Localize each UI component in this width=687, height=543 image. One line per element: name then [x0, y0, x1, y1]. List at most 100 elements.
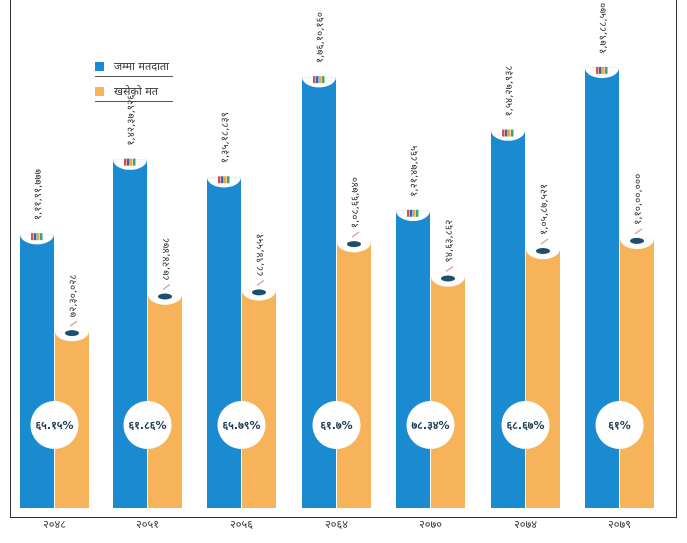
- bar-top-notch: [526, 248, 560, 260]
- voters-icon: [505, 129, 508, 137]
- ballot-box-icon: [158, 293, 172, 300]
- voters-icon: [410, 209, 413, 217]
- bar-votes-cast: [337, 242, 371, 509]
- bar-top-notch: [242, 290, 276, 301]
- year-tick-label: २०७०: [419, 518, 442, 531]
- voters-icon: [227, 176, 230, 184]
- voters-icon: [508, 129, 511, 137]
- voters-icon: [133, 158, 136, 166]
- bar-top-notch: [431, 276, 465, 287]
- ballot-paper-icon: [351, 231, 360, 238]
- voters-icon: [502, 129, 505, 137]
- ballot-paper-icon: [445, 265, 454, 272]
- value-label-votes-cast: ७२,३०,०२८: [68, 274, 79, 317]
- bar-votes-cast: [242, 290, 276, 508]
- voters-icon: [322, 76, 325, 84]
- voters-icon: [218, 176, 221, 184]
- voters-icon: [221, 176, 224, 184]
- legend-label-total-voters: जम्मा मतदाता: [114, 59, 170, 73]
- year-tick-label: २०६४: [325, 518, 348, 531]
- value-label-votes-cast: ८७,२४,४७८: [161, 238, 172, 281]
- ballot-paper-icon: [162, 284, 171, 291]
- value-label-total-voters: १,७९,८८,५७०: [598, 3, 609, 54]
- percent-label: ६५.१५%: [35, 419, 73, 432]
- voters-icon: [313, 76, 316, 84]
- value-label-total-voters: १,२१,४७,८६५: [409, 146, 420, 197]
- value-label-votes-cast: १,१०,००,०००: [633, 174, 644, 225]
- voters-icon: [40, 233, 43, 241]
- ballot-paper-icon: [634, 228, 643, 235]
- percent-badge: [501, 401, 550, 449]
- voters-icon: [34, 233, 37, 241]
- value-label-votes-cast: १,०८,६६,७४०: [350, 177, 361, 228]
- value-label-total-voters: १,३५,१८,८३९: [220, 112, 231, 163]
- voters-icon: [416, 209, 419, 217]
- bar-votes-cast: [620, 238, 654, 508]
- percent-label: ६१.७%: [320, 419, 352, 432]
- value-label-total-voters: १,५४,२७,९३८: [504, 65, 515, 116]
- year-tick-label: २०७४: [514, 518, 537, 531]
- bar-top-notch: [55, 331, 89, 342]
- bar-total-voters: [491, 130, 525, 508]
- percent-label: ६१%: [608, 419, 630, 432]
- voters-icon: [130, 158, 133, 166]
- legend-item-votes-cast: खसेको मत: [95, 81, 174, 102]
- ballot-box-icon: [441, 275, 455, 282]
- legend-swatch-orange: [95, 86, 104, 96]
- voters-icon: [124, 158, 127, 166]
- year-tick-label: २०५६: [230, 518, 253, 531]
- voters-icon: [511, 129, 514, 137]
- ballot-paper-icon: [540, 238, 549, 245]
- legend-swatch-blue: [95, 61, 104, 71]
- percent-badge: [406, 401, 455, 449]
- bar-top-notch: [620, 238, 654, 250]
- voters-icon: [599, 66, 602, 74]
- ballot-box-icon: [536, 247, 550, 254]
- year-tick-label: २०४८: [43, 518, 66, 531]
- chart-frame: [10, 0, 677, 518]
- value-label-votes-cast: १,०५,८७,५२१: [539, 184, 550, 235]
- ballot-paper-icon: [69, 320, 78, 327]
- ballot-box-icon: [65, 330, 79, 337]
- voters-icon: [31, 233, 34, 241]
- legend-item-total-voters: जम्मा मतदाता: [95, 56, 174, 77]
- bar-top-notch: [337, 242, 371, 253]
- year-tick-label: २०७९: [608, 518, 631, 531]
- percent-label: ७८.३४%: [411, 419, 449, 432]
- bar-votes-cast: [431, 276, 465, 508]
- voters-icon: [413, 209, 416, 217]
- percent-badge: [123, 401, 172, 449]
- percent-badge: [217, 401, 266, 449]
- percent-label: ६५.७९%: [222, 419, 260, 432]
- bar-total-voters: [207, 177, 241, 508]
- percent-badge: [595, 401, 644, 449]
- ballot-box-icon: [630, 237, 644, 244]
- voters-icon: [596, 66, 599, 74]
- voters-icon: [605, 66, 608, 74]
- voters-icon: [127, 158, 130, 166]
- bar-total-voters: [20, 234, 54, 508]
- ballot-box-icon: [347, 241, 361, 248]
- bar-total-voters: [113, 159, 147, 508]
- percent-badge: [30, 401, 79, 449]
- ballot-box-icon: [252, 289, 266, 296]
- voters-icon: [407, 209, 410, 217]
- value-label-votes-cast: ९४,६३,८६२: [444, 220, 455, 263]
- bar-total-voters: [396, 210, 430, 508]
- bar-votes-cast: [148, 294, 182, 508]
- value-label-total-voters: १,७६,१०,१६०: [315, 12, 326, 63]
- voters-icon: [224, 176, 227, 184]
- voters-icon: [319, 76, 322, 84]
- bar-top-notch: [148, 294, 182, 305]
- bar-votes-cast: [526, 248, 560, 508]
- percent-badge: [312, 401, 361, 449]
- percent-label: ६१.८६%: [128, 419, 166, 432]
- year-tick-label: २०५१: [136, 518, 159, 531]
- legend: जम्मा मतदाता खसेको मत: [95, 56, 174, 106]
- voters-icon: [602, 66, 605, 74]
- value-label-total-voters: १,४२,३७,९२६: [126, 95, 137, 146]
- percent-label: ६८.६७%: [506, 419, 544, 432]
- voters-icon: [316, 76, 319, 84]
- value-label-votes-cast: ८८,९४,५५१: [255, 234, 266, 277]
